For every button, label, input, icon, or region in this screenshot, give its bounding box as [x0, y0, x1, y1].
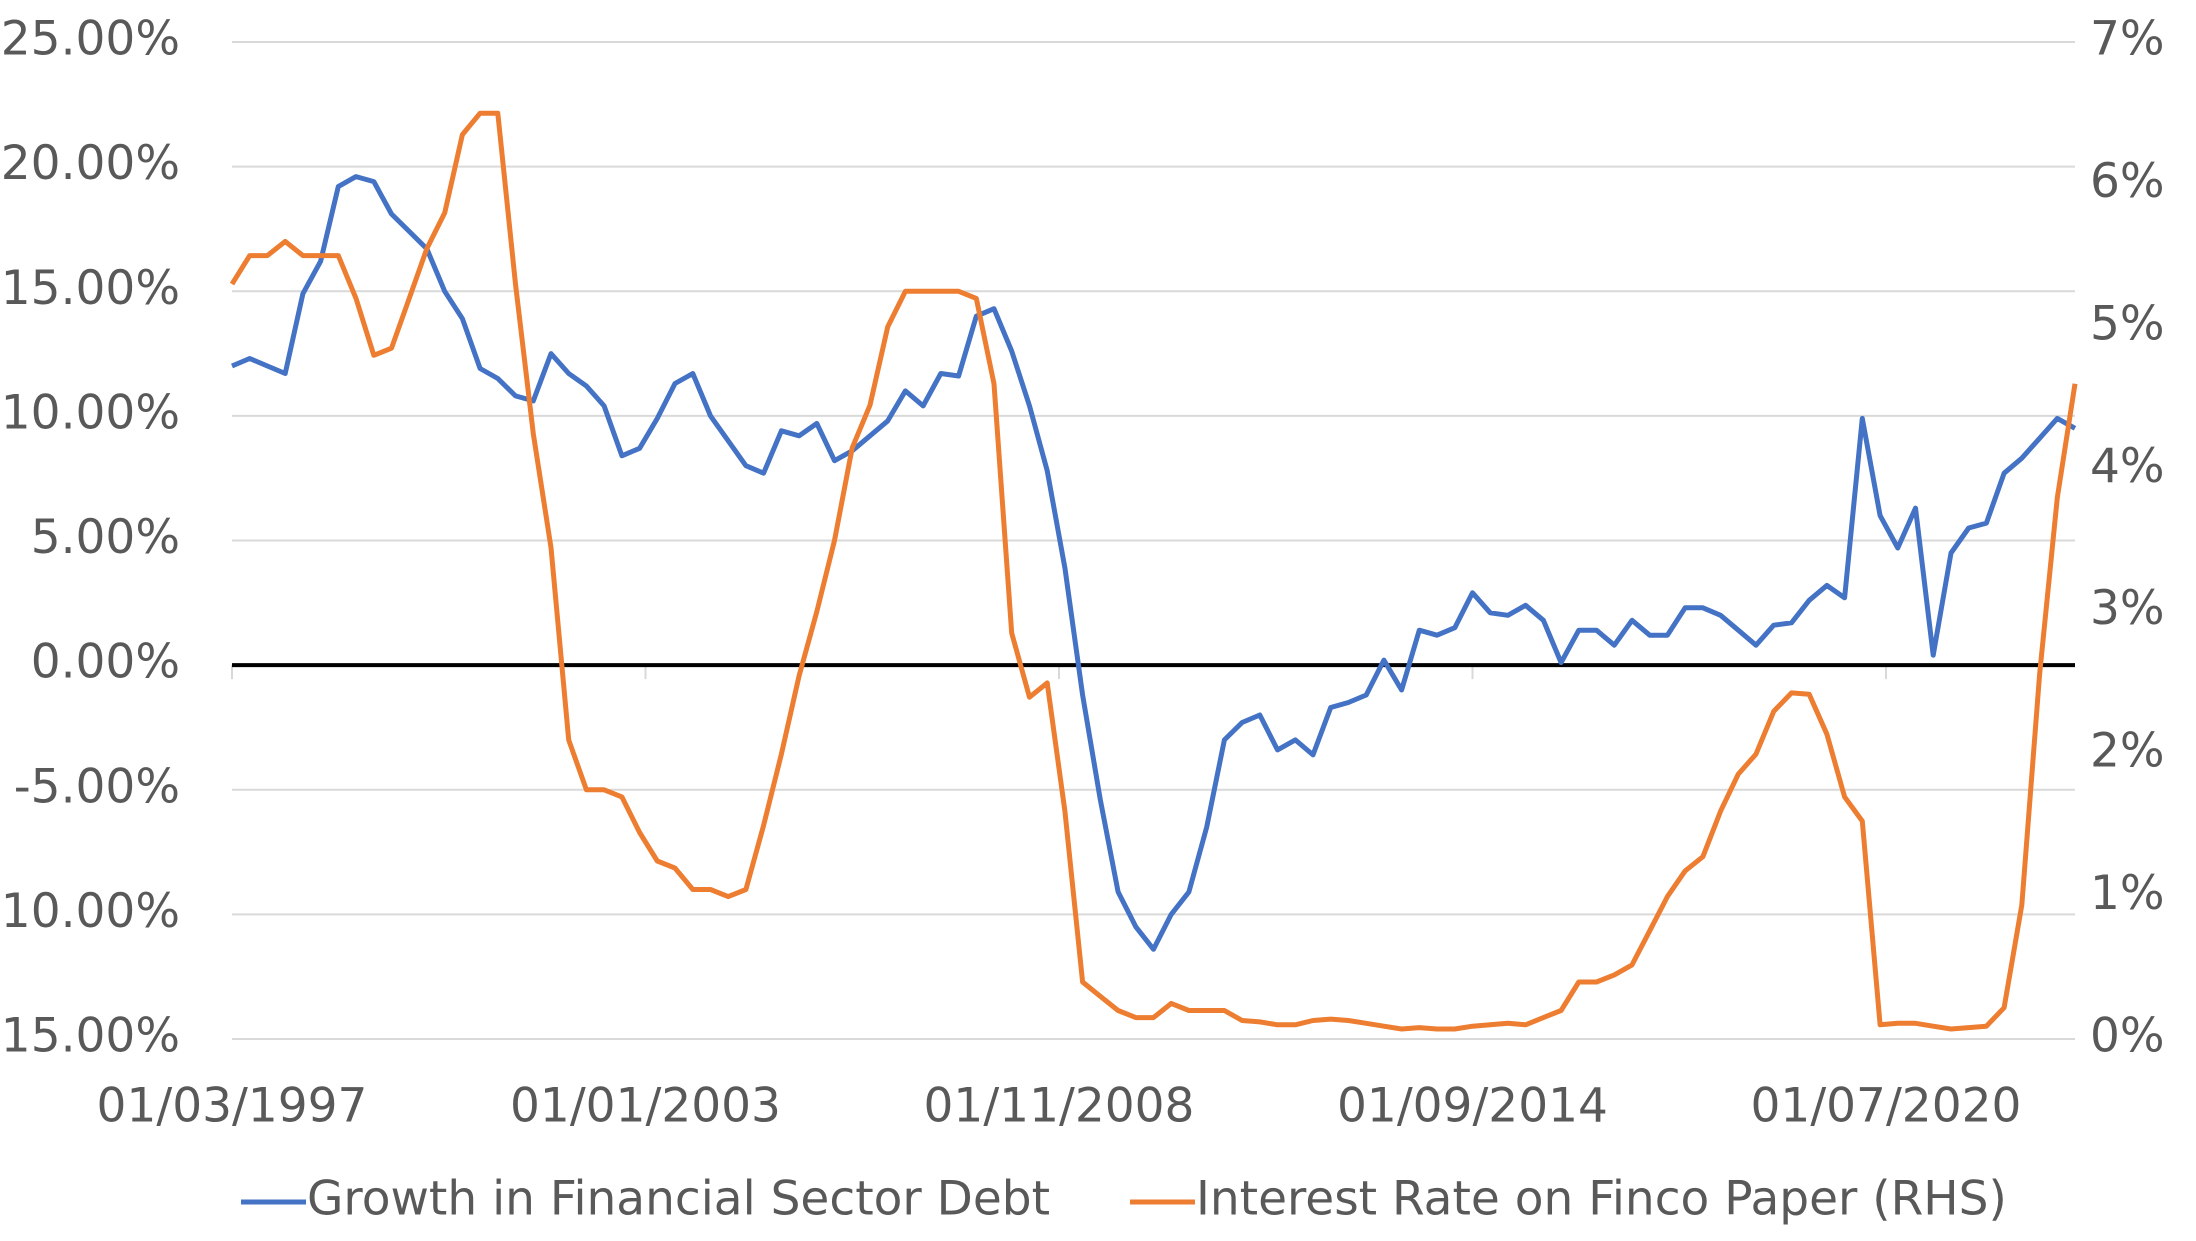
x-tick-label: 01/03/1997 — [97, 1079, 368, 1134]
y2-tick-label: 6% — [2090, 154, 2165, 209]
x-tick-label: 01/09/2014 — [1337, 1079, 1608, 1134]
y2-tick-label: 2% — [2090, 724, 2165, 779]
legend-label: Interest Rate on Finco Paper (RHS) — [1196, 1172, 2007, 1227]
series-line — [229, 110, 2078, 1032]
y2-tick-label: 3% — [2090, 581, 2165, 636]
y-tick-label: 0.00% — [31, 635, 180, 690]
y-tick-label: -10.00% — [0, 884, 180, 939]
legend-label: Growth in Financial Sector Debt — [307, 1172, 1050, 1227]
x-tick-label: 01/01/2003 — [510, 1079, 781, 1134]
x-tick-label: 01/07/2020 — [1751, 1079, 2022, 1134]
y2-tick-label: 0% — [2090, 1009, 2165, 1064]
y2-tick-label: 1% — [2090, 866, 2165, 921]
series-line — [231, 174, 2077, 952]
y2-tick-label: 5% — [2090, 296, 2165, 351]
y-tick-label: 15.00% — [1, 261, 180, 316]
y-tick-label: -15.00% — [0, 1009, 180, 1064]
y-tick-label: 10.00% — [1, 385, 180, 440]
y-tick-label: 25.00% — [1, 12, 180, 67]
y-tick-label: -5.00% — [14, 759, 180, 814]
y-tick-label: 20.00% — [1, 136, 180, 191]
y-tick-label: 5.00% — [31, 510, 180, 565]
x-tick-label: 01/11/2008 — [924, 1079, 1195, 1134]
y2-tick-label: 7% — [2090, 12, 2165, 67]
y2-tick-label: 4% — [2090, 439, 2165, 494]
